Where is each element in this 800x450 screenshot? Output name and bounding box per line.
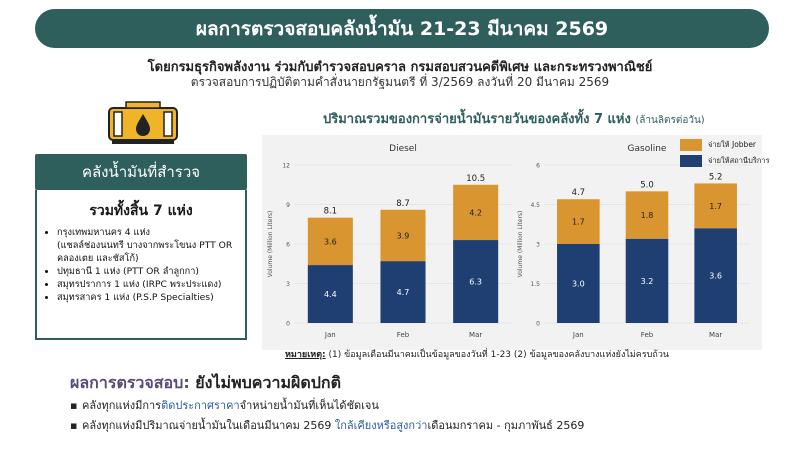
gasoline-y-tick-label: 6 [536, 163, 540, 170]
gasoline-chart: Gasoline Volume (Million Liters) 0 1.5 3 4.5 6… [517, 144, 750, 339]
gasoline-x-tick-label: Mar [709, 331, 722, 339]
footnote-text: (1) ข้อมูลเดือนมีนาคมเป็นข้อมูลของวันที่… [325, 350, 670, 360]
depot-item-samutprakan: สมุทรปราการ 1 แห่ง (IRPC พระประแดง) [57, 278, 245, 291]
diesel-x-tick-label: Jan [324, 331, 336, 339]
chart-footnote: หมายเหตุ: (1) ข้อมูลเดือนมีนาคมเป็นข้อมู… [285, 347, 669, 361]
diesel-total-label: 8.1 [324, 207, 338, 217]
diesel-chart-title: Diesel [389, 144, 417, 154]
gasoline-total-label: 4.7 [572, 188, 586, 198]
gasoline-x-tick-label: Jan [572, 331, 584, 339]
legend-station-label: จ่ายให้สถานีบริการ [708, 156, 770, 165]
diesel-bar-label-jobber: 4.2 [469, 208, 482, 217]
left-panel-box: รวมทั้งสิ้น 7 แห่ง กรุงเทพมหานคร 4 แห่ง … [35, 190, 247, 340]
diesel-y-tick-label: 3 [286, 281, 290, 288]
result-bullet-1: ▪ คลังทุกแห่งมีการติดประกาศราคาจำหน่ายน้ำ… [70, 396, 379, 414]
diesel-bar-station [307, 265, 353, 323]
gasoline-bar-label-jobber: 1.7 [572, 218, 585, 227]
diesel-bar-jobber [380, 209, 426, 262]
gasoline-y-tick-label: 3 [536, 242, 540, 249]
diesel-total-label: 10.5 [466, 174, 485, 184]
depot-list: กรุงเทพมหานคร 4 แห่ง (แชลล์ช่องนนทรี บาง… [45, 226, 245, 304]
diesel-chart: Diesel Volume (Million Liters) 0 3 6 9 12 4.4 3.… [267, 144, 512, 339]
diesel-bar-label-jobber: 3.6 [324, 237, 337, 246]
diesel-total-label: 8.7 [396, 199, 410, 209]
result-bullet-2: ▪ คลังทุกแห่งมีปริมาณจ่ายน้ำมันในเดือนมีน… [70, 416, 584, 434]
chart-title: ปริมาณรวมของการจ่ายน้ำมันรายวันของคลังทั… [323, 108, 705, 129]
diesel-y-tick-label: 12 [282, 163, 290, 170]
diesel-bar-jobber [453, 184, 499, 241]
gasoline-bar-label-station: 3.6 [709, 272, 722, 281]
subtitle-agencies: โดยกรมธุรกิจพลังงาน ร่วมกับตำรวจสอบคราล … [147, 60, 653, 75]
result-value: ยังไม่พบความผิดปกติ [189, 373, 341, 392]
gasoline-total-label: 5.2 [709, 172, 723, 182]
legend-station: จ่ายให้สถานีบริการ [680, 155, 770, 167]
gasoline-bar-station [557, 244, 600, 323]
legend-station-swatch [680, 155, 702, 167]
diesel-bar-label-jobber: 3.9 [397, 231, 410, 240]
depot-item-pathumthani: ปทุมธานี 1 แห่ง (PTT OR ลำลูกกา) [57, 265, 245, 278]
diesel-x-tick-label: Feb [397, 331, 410, 339]
gasoline-x-tick-label: Feb [641, 331, 654, 339]
result-b2-post: เดือนมกราคม - กุมภาพันธ์ 2569 [427, 419, 585, 432]
left-panel-total: รวมทั้งสิ้น 7 แห่ง [89, 203, 193, 219]
result-b1-post: จำหน่ายน้ำมันที่เห็นได้ชัดเจน [239, 399, 379, 412]
legend-jobber-label: จ่ายให้ Jobber [708, 140, 757, 149]
gasoline-y-tick-label: 4.5 [530, 202, 540, 209]
diesel-y-tick-label: 6 [286, 242, 290, 249]
left-panel-header: คลังน้ำมันที่สำรวจ [35, 154, 247, 190]
result-label: ผลการตรวจสอบ: [70, 373, 190, 392]
gasoline-bar-station [625, 238, 669, 323]
gasoline-bar-label-station: 3.0 [572, 280, 585, 289]
depot-item-samutsakhon: สมุทรสาคร 1 แห่ง (P.S.P Specialties) [57, 291, 245, 304]
diesel-bar-label-station: 6.3 [469, 278, 482, 287]
result-heading: ผลการตรวจสอบ: ยังไม่พบความผิดปกติ [70, 371, 341, 396]
depot-item-bangkok-detail: (แชลล์ช่องนนทรี บางจากพระโขนง PTT OR คลอ… [57, 240, 233, 264]
subtitle-order: ตรวจสอบการปฏิบัติตามคำสั่งนายกรัฐมนตรี ท… [190, 75, 610, 89]
diesel-x-tick-label: Mar [469, 331, 482, 339]
result-b1-highlight: ติดประกาศราคา [161, 399, 240, 412]
gasoline-bar-label-jobber: 1.7 [709, 202, 722, 211]
bullet-icon: ▪ [70, 399, 78, 412]
result-b2-pre: คลังทุกแห่งมีปริมาณจ่ายน้ำมันในเดือนมีนา… [82, 419, 335, 432]
gasoline-bar-jobber [694, 183, 737, 229]
diesel-bar-label-station: 4.7 [397, 288, 410, 297]
diesel-bar-station [380, 261, 426, 323]
diesel-chart-panel: Diesel Volume (Million Liters) 0 3 6 9 12 4.4 3.… [262, 135, 524, 350]
result-b2-highlight: ใกล้เคียงหรือสูงกว่า [334, 419, 428, 432]
oil-tank-icon [106, 100, 180, 146]
gasoline-bar-station [694, 228, 737, 323]
gasoline-total-label: 5.0 [640, 180, 654, 190]
gasoline-chart-title: Gasoline [628, 144, 667, 154]
legend-jobber-swatch [680, 139, 702, 151]
gasoline-y-tick-label: 0 [536, 321, 540, 328]
diesel-y-axis-label: Volume (Million Liters) [267, 211, 274, 278]
chart-legend: จ่ายให้ Jobber จ่ายให้สถานีบริการ [676, 135, 786, 215]
diesel-bar-label-station: 4.4 [324, 290, 337, 299]
page-banner: ผลการตรวจสอบคลังน้ำมัน 21-23 มีนาคม 2569 [35, 9, 769, 48]
gasoline-bar-jobber [625, 191, 669, 239]
diesel-bar-jobber [307, 217, 353, 266]
gasoline-bar-jobber [557, 199, 600, 244]
diesel-y-tick-label: 9 [286, 202, 290, 209]
gasoline-bar-label-jobber: 1.8 [641, 211, 654, 220]
diesel-bar-station [453, 240, 499, 323]
chart-title-unit: (ล้านลิตรต่อวัน) [635, 115, 705, 126]
diesel-y-tick-label: 0 [286, 321, 290, 328]
gasoline-bar-label-station: 3.2 [641, 277, 654, 286]
depot-item-bangkok: กรุงเทพมหานคร 4 แห่ง [57, 226, 245, 239]
legend-jobber: จ่ายให้ Jobber [680, 139, 756, 151]
result-b1-pre: คลังทุกแห่งมีการ [82, 399, 162, 412]
chart-title-main: ปริมาณรวมของการจ่ายน้ำมันรายวันของคลังทั… [323, 112, 631, 127]
bullet-icon: ▪ [70, 419, 78, 432]
footnote-label: หมายเหตุ: [285, 350, 326, 360]
gasoline-y-tick-label: 1.5 [530, 281, 540, 288]
gasoline-y-axis-label: Volume (Million Liters) [517, 211, 524, 278]
banner-title: ผลการตรวจสอบคลังน้ำมัน 21-23 มีนาคม 2569 [195, 17, 609, 40]
gasoline-chart-panel: Gasoline Volume (Million Liters) 0 1.5 3 4.5 6… [512, 135, 762, 350]
